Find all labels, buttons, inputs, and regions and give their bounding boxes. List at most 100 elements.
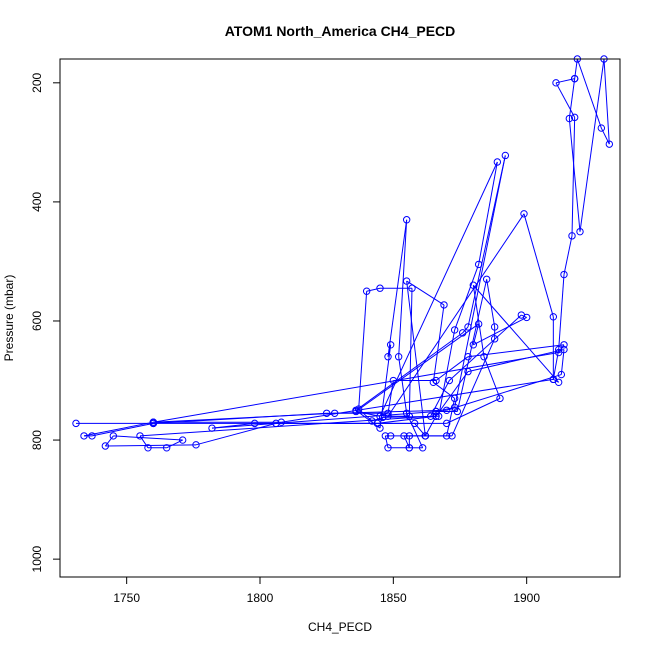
data-point bbox=[162, 444, 171, 452]
series-line-segment bbox=[438, 329, 456, 417]
series-line-segment bbox=[366, 287, 381, 292]
series-line-segment bbox=[211, 422, 255, 429]
data-point bbox=[458, 329, 467, 337]
data-point bbox=[384, 353, 392, 361]
data-point bbox=[376, 424, 384, 432]
series-line-segment bbox=[603, 58, 610, 145]
series-line-segment bbox=[113, 435, 183, 441]
series-line-segment bbox=[433, 381, 455, 399]
data-point bbox=[554, 345, 563, 354]
y-axis: 200 400 600 800 1000 bbox=[30, 72, 61, 572]
data-point bbox=[496, 394, 504, 403]
data-point bbox=[88, 432, 96, 440]
series-line-segment bbox=[448, 314, 522, 381]
data-point bbox=[490, 335, 499, 343]
data-point bbox=[549, 375, 558, 384]
y-axis-label: Pressure (mbar) bbox=[2, 275, 16, 362]
x-axis-label: CH4_PECD bbox=[308, 620, 372, 634]
data-point bbox=[272, 419, 280, 428]
y-tick-label: 800 bbox=[30, 430, 44, 450]
data-point bbox=[362, 287, 371, 295]
series-line-segment bbox=[571, 117, 576, 236]
series-line-segment bbox=[358, 291, 368, 410]
data-point bbox=[440, 301, 448, 309]
data-point bbox=[605, 140, 614, 148]
series-lines bbox=[76, 58, 610, 449]
x-axis: 1750 1800 1850 1900 bbox=[113, 576, 540, 605]
data-point bbox=[322, 409, 331, 417]
data-point bbox=[464, 353, 472, 361]
series-line-segment bbox=[576, 58, 602, 129]
series-line-segment bbox=[153, 352, 559, 423]
data-point bbox=[560, 270, 568, 279]
data-point bbox=[405, 432, 414, 440]
data-point bbox=[394, 353, 403, 361]
data-point bbox=[384, 409, 392, 417]
data-point bbox=[376, 284, 384, 292]
chart-title: ATOM1 North_America CH4_PECD bbox=[225, 23, 456, 39]
series-line-segment bbox=[462, 326, 469, 334]
data-point bbox=[474, 260, 483, 269]
data-point bbox=[381, 432, 390, 440]
data-point bbox=[450, 394, 459, 403]
data-point bbox=[101, 442, 110, 450]
data-point bbox=[386, 432, 395, 440]
y-tick-label: 200 bbox=[30, 72, 44, 92]
data-point bbox=[445, 376, 454, 385]
data-point bbox=[557, 370, 566, 379]
series-line-segment bbox=[568, 78, 576, 119]
data-point bbox=[442, 406, 451, 414]
data-point bbox=[80, 432, 88, 440]
series-line-segment bbox=[483, 356, 501, 399]
series-line-segment bbox=[104, 435, 114, 447]
data-point bbox=[429, 378, 438, 387]
data-point bbox=[368, 417, 376, 425]
series-line-segment bbox=[387, 219, 408, 357]
series-line-segment bbox=[403, 435, 410, 449]
data-point bbox=[352, 406, 360, 414]
plot-frame bbox=[59, 58, 621, 578]
data-point bbox=[568, 232, 576, 240]
data-point bbox=[432, 412, 440, 420]
data-point bbox=[464, 367, 472, 376]
series-line-segment bbox=[486, 279, 496, 328]
data-point bbox=[565, 114, 574, 123]
series-line-segment bbox=[454, 155, 506, 408]
data-point bbox=[376, 412, 384, 420]
series-line-segment bbox=[451, 338, 496, 437]
data-point bbox=[149, 418, 158, 426]
data-point bbox=[520, 210, 528, 218]
series-line-segment bbox=[139, 415, 431, 437]
series-line-segment bbox=[398, 219, 408, 357]
series-line-segment bbox=[560, 349, 565, 375]
data-point bbox=[570, 74, 579, 83]
series-line-segment bbox=[454, 264, 480, 331]
series-line-segment bbox=[387, 213, 525, 417]
series-line-segment bbox=[377, 415, 437, 424]
data-point bbox=[432, 407, 440, 416]
series-line-segment bbox=[211, 410, 437, 429]
x-tick-label: 1850 bbox=[380, 591, 407, 605]
data-point bbox=[384, 444, 392, 452]
data-point bbox=[552, 79, 560, 87]
series-line-segment bbox=[398, 356, 408, 414]
data-point bbox=[442, 432, 451, 440]
data-point bbox=[453, 407, 462, 416]
series-line-segment bbox=[384, 435, 389, 448]
data-point bbox=[389, 376, 398, 385]
data-point bbox=[405, 444, 414, 452]
data-point bbox=[402, 277, 411, 285]
y-tick-label: 600 bbox=[30, 311, 44, 331]
series-line-segment bbox=[432, 304, 445, 383]
data-point bbox=[421, 432, 430, 440]
y-tick-label: 400 bbox=[30, 192, 44, 212]
data-point bbox=[250, 419, 259, 428]
data-point bbox=[474, 320, 483, 328]
series-line-segment bbox=[430, 380, 450, 417]
data-point bbox=[501, 151, 510, 160]
data-point bbox=[464, 323, 472, 331]
series-line-segment bbox=[478, 161, 498, 265]
series-line-segment bbox=[558, 274, 565, 350]
series-line-segment bbox=[424, 416, 437, 437]
data-point bbox=[554, 348, 563, 357]
